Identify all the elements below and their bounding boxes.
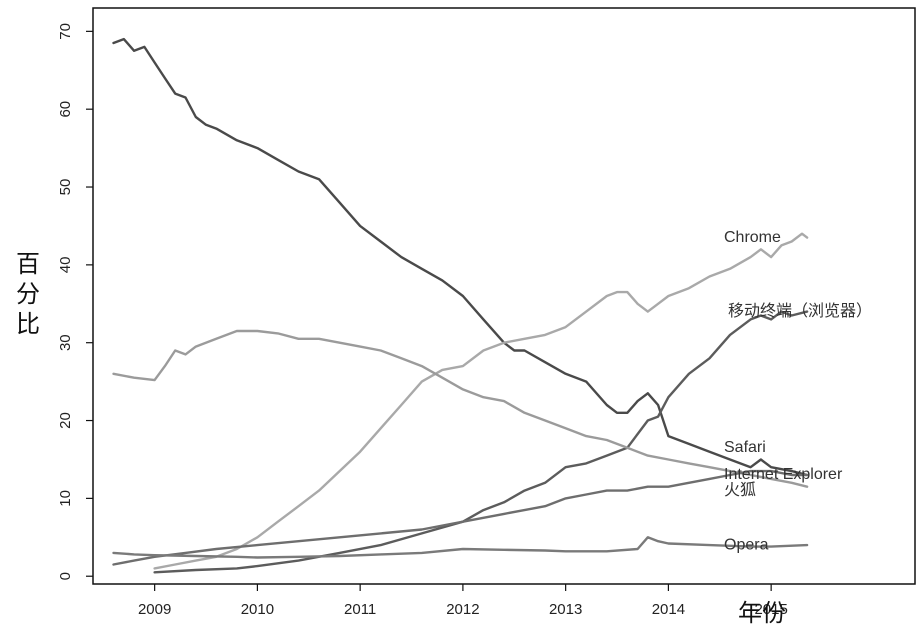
series-label-5: Opera: [724, 536, 769, 553]
x-axis: 2009 2010 2011 2012 2013 2014 2015: [138, 584, 788, 618]
series-line-2: [153, 310, 809, 574]
series-line-4: [112, 469, 809, 566]
y-tick-label: 40: [57, 257, 74, 274]
x-tick-label: 2015: [754, 601, 787, 618]
x-tick-label: 2010: [241, 601, 274, 618]
series-label-0: Internet Explorer: [724, 466, 843, 483]
y-tick-label: 10: [57, 490, 74, 507]
x-tick-label: 2012: [446, 601, 479, 618]
x-tick-label: 2011: [344, 601, 376, 618]
series-line-1: [153, 232, 809, 570]
series-label-4: 火狐: [724, 481, 756, 499]
series-line-0: [112, 37, 809, 477]
y-tick-label: 0: [57, 572, 74, 580]
x-axis-title: 年份: [738, 599, 786, 627]
series-line-5: [112, 536, 809, 559]
plot-frame: [92, 7, 916, 585]
y-tick-label: 60: [57, 101, 74, 118]
y-tick-label: 50: [57, 179, 74, 196]
series-labels: Chrome 移动终端（浏览器） Safari Internet Explorer火狐…: [724, 229, 872, 553]
series-label-3: Safari: [724, 439, 766, 456]
y-tick-label: 70: [57, 23, 74, 40]
x-tick-label: 2013: [549, 601, 582, 618]
y-axis: 0 10 20 30 40 50 60 70: [57, 23, 93, 580]
y-axis-title: 百分比: [16, 250, 40, 338]
y-tick-label: 20: [57, 412, 74, 429]
series-label-2: 移动终端（浏览器）: [728, 302, 872, 320]
series-lines: [112, 37, 809, 574]
y-tick-label: 30: [57, 334, 74, 351]
series-line-3: [112, 329, 809, 488]
series-label-1: Chrome: [724, 229, 781, 246]
x-tick-label: 2014: [652, 601, 685, 618]
x-tick-label: 2009: [138, 601, 171, 618]
